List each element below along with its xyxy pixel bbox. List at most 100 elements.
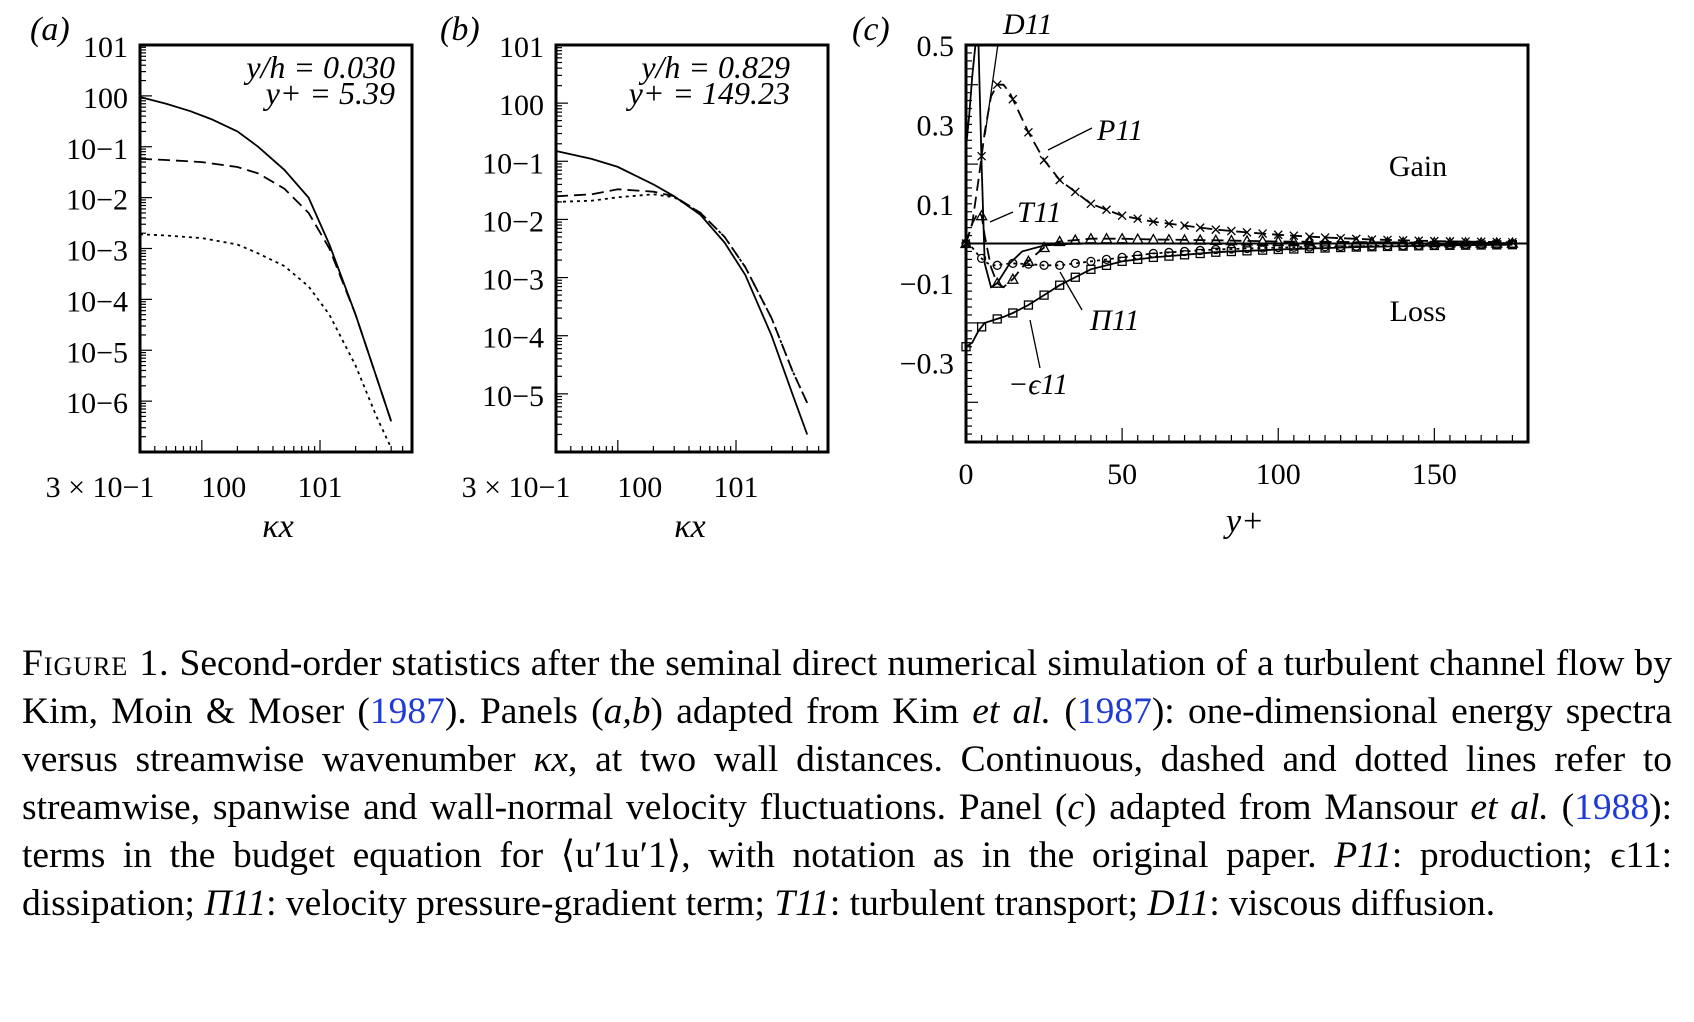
triangle-marker — [1053, 235, 1066, 247]
triangle-marker — [975, 209, 988, 221]
caption-segment: Π11 — [204, 883, 267, 924]
triangle-marker — [1147, 233, 1160, 245]
x-tick-label: 150 — [1412, 458, 1457, 491]
triangle-marker — [1194, 233, 1207, 245]
y-tick-label: 10−5 — [66, 336, 128, 369]
x-axis-label: y+ — [1223, 503, 1264, 540]
cross-marker — [1117, 211, 1127, 221]
cross-marker — [1242, 227, 1252, 237]
panel-label: (c) — [852, 11, 890, 48]
series-dashed-line — [139, 157, 393, 422]
cross-marker — [1273, 230, 1283, 240]
panel-label: (a) — [30, 11, 70, 48]
citation-year[interactable]: 1987 — [1076, 691, 1152, 732]
series-dotted-line — [555, 193, 809, 404]
y-tick-label: 0.5 — [917, 30, 955, 63]
triangle-marker — [1116, 232, 1129, 244]
square-marker — [976, 322, 987, 332]
square-marker — [961, 342, 971, 352]
caption-segment: κx — [533, 739, 568, 780]
square-marker — [1257, 245, 1268, 255]
x-axis-label: κx — [262, 508, 293, 545]
series-line — [965, 210, 1513, 289]
cross-marker — [1180, 221, 1190, 231]
term-label: D11 — [1002, 8, 1052, 41]
square-marker — [1460, 240, 1471, 250]
square-marker — [992, 314, 1002, 324]
x-tick-label: 101 — [298, 471, 343, 504]
panel-b: (b) 101 100 10−1 10−2 10−3 10−4 10−5 3 × 10−1 100… — [440, 11, 830, 545]
y-tick-label: 10−1 — [482, 147, 544, 180]
square-marker — [1164, 251, 1174, 261]
cross-marker — [1133, 214, 1143, 224]
citation-year[interactable]: 1988 — [1574, 787, 1650, 828]
series-eps11 — [961, 240, 1518, 352]
square-marker — [1101, 260, 1112, 270]
x-tick-label: 3 × 10−1 — [46, 471, 155, 504]
square-marker — [1336, 242, 1346, 253]
y-tick-label: 10−3 — [66, 235, 128, 268]
cross-marker — [1195, 223, 1205, 233]
panel-annotation: y/h = 0.829 — [638, 49, 790, 85]
square-marker — [1492, 240, 1502, 250]
square-marker — [1476, 240, 1486, 250]
square-marker — [1445, 240, 1455, 250]
square-marker — [1133, 254, 1143, 265]
cross-marker — [1164, 219, 1174, 229]
caption-segment: et al. — [972, 691, 1052, 732]
y-tick-label: 10−3 — [482, 264, 544, 297]
cross-marker — [1008, 94, 1018, 104]
y-ticks — [556, 44, 568, 453]
square-marker — [1320, 243, 1330, 253]
caption-segment: ): one-dimensional energy spectra versus… — [22, 691, 1672, 780]
y-tick-label: −0.3 — [900, 348, 954, 381]
figure-panels: (a) 101 100 10−1 10−2 10−3 10−4 10−5 10−6 3 × 10−… — [30, 8, 1530, 545]
cross-marker — [992, 80, 1002, 90]
caption-body: Second-order statistics after the semina… — [22, 643, 1672, 924]
term-label: −ϵ11 — [1008, 368, 1068, 401]
caption-segment: P11 — [1334, 835, 1392, 876]
y-tick-label: 0.3 — [917, 109, 955, 142]
series-line — [965, 242, 1513, 267]
triangle-marker — [1131, 232, 1144, 244]
label-leader — [1029, 319, 1041, 369]
caption-segment: ( — [1051, 691, 1077, 732]
term-label: T11 — [1017, 196, 1061, 229]
y-tick-label: 101 — [499, 31, 544, 64]
triangle-marker — [1209, 233, 1222, 245]
ticks — [965, 44, 1529, 443]
caption-segment: D11 — [1147, 883, 1210, 924]
term-label: Π11 — [1089, 304, 1139, 337]
triangle-marker — [1069, 233, 1082, 245]
label-leader — [1047, 127, 1093, 151]
triangle-marker — [991, 276, 1004, 288]
x-tick-label: 100 — [1256, 458, 1301, 491]
square-marker — [1242, 246, 1252, 256]
square-marker — [1273, 244, 1283, 255]
circle-marker — [1039, 260, 1049, 270]
circle-marker — [1070, 258, 1080, 269]
label-leader — [1059, 271, 1083, 311]
square-marker — [1039, 290, 1049, 300]
square-marker — [1086, 264, 1096, 274]
figure-caption: Figure 1. Second-order statistics after … — [22, 640, 1672, 928]
triangle-marker — [1334, 235, 1347, 247]
gain-label: Gain — [1389, 150, 1447, 183]
y-tick-label: 0.1 — [917, 189, 955, 222]
label-leader — [984, 43, 999, 136]
y-tick-label: 10−2 — [482, 205, 544, 238]
citation-year[interactable]: 1987 — [369, 691, 445, 732]
caption-lead: Figure 1. — [22, 643, 170, 684]
caption-segment: Second-order statistics after the semina… — [22, 643, 1672, 732]
panel-annotation: y/h = 0.030 — [243, 49, 395, 85]
panel-label: (b) — [440, 11, 480, 48]
square-marker — [1304, 243, 1315, 254]
caption-segment: a,b — [603, 691, 651, 732]
circle-marker — [976, 253, 987, 264]
series-line — [965, 44, 1513, 289]
circle-marker — [1008, 258, 1018, 269]
x-ticks — [139, 440, 413, 452]
square-marker — [1148, 252, 1158, 263]
plot-frame — [554, 43, 830, 454]
triangle-marker — [1459, 236, 1472, 248]
